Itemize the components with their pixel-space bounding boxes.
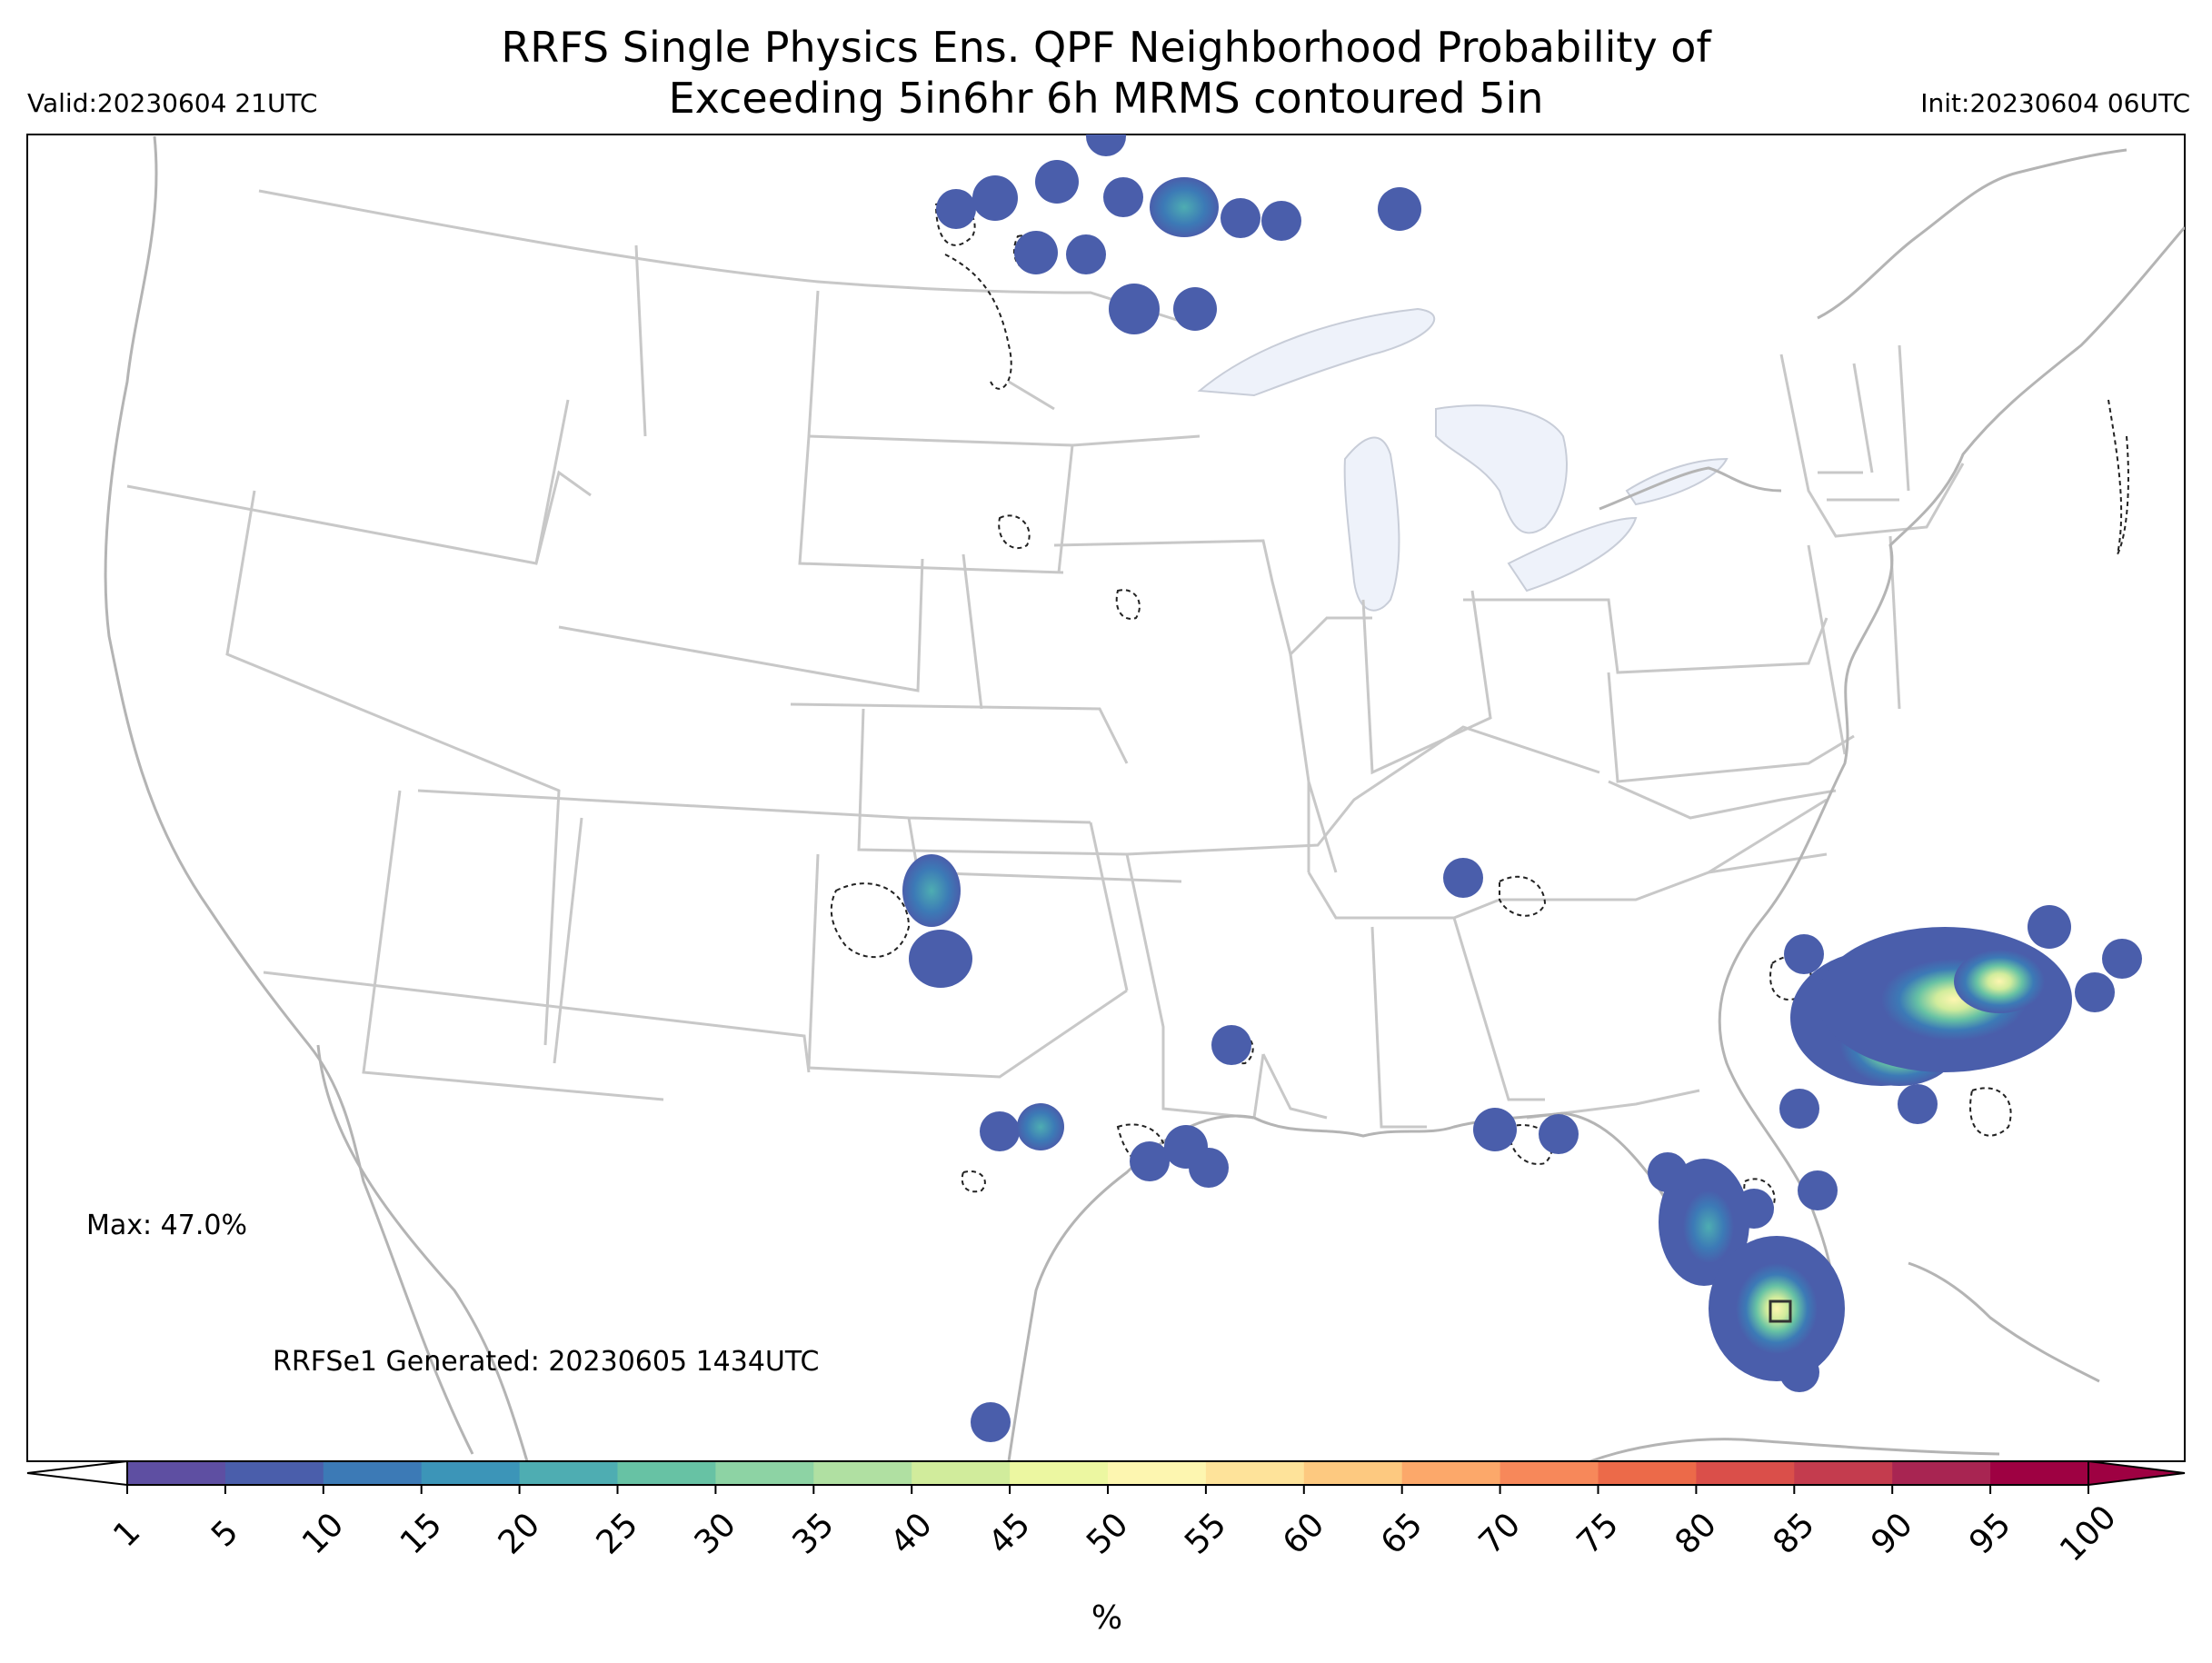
map-title-line-1: RRFS Single Physics Ens. QPF Neighborhoo… <box>501 23 1711 72</box>
colorbar-over-extension <box>2087 1459 2186 1487</box>
colorbar-tick-label: 55 <box>1178 1506 1233 1561</box>
colorbar-tick-label: 50 <box>1080 1506 1135 1561</box>
colorbar-swatch <box>1401 1461 1501 1485</box>
colorbar-swatch <box>224 1461 324 1485</box>
valid-time-label: Valid:20230604 21UTC <box>27 88 318 118</box>
colorbar-swatch <box>912 1461 1011 1485</box>
colorbar-swatch <box>519 1461 618 1485</box>
colorbar-tick-label: 80 <box>1669 1506 1724 1561</box>
colorbar: 1 5 10 15 20 25 30 35 40 45 50 55 60 65 70 75 80 85 90 95 10… <box>26 1459 2186 1569</box>
colorbar-swatch <box>1990 1461 2089 1485</box>
colorbar-under-extension <box>26 1459 128 1487</box>
colorbar-swatch <box>127 1461 226 1485</box>
colorbar-swatch <box>1108 1461 1207 1485</box>
colorbar-tick-label: 75 <box>1570 1506 1626 1561</box>
colorbar-swatch <box>617 1461 716 1485</box>
colorbar-tick-label: 45 <box>981 1506 1037 1561</box>
colorbar-swatch <box>323 1461 423 1485</box>
great-lakes <box>1197 307 1729 612</box>
state-boundaries <box>126 189 1965 1129</box>
max-value-label: Max: 47.0% <box>86 1210 247 1241</box>
generated-label: RRFSe1 Generated: 20230605 1434UTC <box>273 1346 819 1378</box>
colorbar-tick-label: 30 <box>688 1506 743 1561</box>
colorbar-tick-label: 40 <box>883 1506 939 1561</box>
colorbar-swatch <box>1696 1461 1795 1485</box>
colorbar-tick-label: 35 <box>785 1506 841 1561</box>
colorbar-unit-label: % <box>1091 1599 1122 1637</box>
colorbar-swatch <box>1892 1461 1991 1485</box>
colorbar-swatch <box>421 1461 521 1485</box>
map-title-line-2: Exceeding 5in6hr 6h MRMS contoured 5in <box>668 74 1544 123</box>
colorbar-tick-label: 100 <box>2053 1499 2124 1569</box>
max-location-marker <box>1769 1300 1792 1323</box>
colorbar-tick-label: 10 <box>295 1506 351 1561</box>
colorbar-tick-label: 20 <box>492 1506 547 1561</box>
colorbar-tick-label: 1 <box>106 1513 147 1554</box>
colorbar-tick-label: 95 <box>1962 1506 2018 1561</box>
colorbar-tick-label: 90 <box>1864 1506 1919 1561</box>
colorbar-swatch <box>1010 1461 1109 1485</box>
colorbar-swatch <box>715 1461 814 1485</box>
colorbar-tick-label: 25 <box>590 1506 645 1561</box>
colorbar-swatch <box>1794 1461 1893 1485</box>
colorbar-swatch <box>1205 1461 1305 1485</box>
colorbar-tick-label: 5 <box>204 1513 245 1554</box>
map-frame <box>26 134 2186 1462</box>
colorbar-tick-label: 60 <box>1276 1506 1331 1561</box>
colorbar-swatch <box>1500 1461 1599 1485</box>
colorbar-swatch <box>1303 1461 1403 1485</box>
colorbar-tick-label: 15 <box>394 1506 449 1561</box>
colorbar-tick-label: 65 <box>1374 1506 1430 1561</box>
init-time-label: Init:20230604 06UTC <box>1920 88 2190 118</box>
probability-fills <box>902 134 2142 1442</box>
colorbar-swatch <box>813 1461 912 1485</box>
colorbar-tick-label: 85 <box>1766 1506 1821 1561</box>
colorbar-tick-label: 70 <box>1472 1506 1528 1561</box>
colorbar-swatch <box>1598 1461 1697 1485</box>
